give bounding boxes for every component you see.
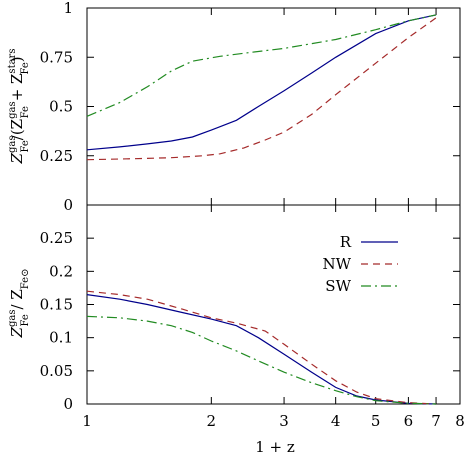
- top-ytick-label: 1: [63, 0, 73, 17]
- legend-label-r: R: [340, 233, 352, 251]
- bottom-series-r: [86, 294, 437, 405]
- top-series-nw: [86, 17, 437, 161]
- xtick-label: 5: [371, 412, 381, 430]
- x-axis-label: 1 + z: [255, 438, 295, 456]
- legend-label-sw: SW: [325, 277, 351, 295]
- legend-label-nw: NW: [322, 255, 351, 273]
- xtick-label: 6: [404, 412, 414, 430]
- xtick-label: 8: [455, 412, 465, 430]
- top-series-r: [86, 14, 437, 151]
- bottom-frame: [86, 204, 461, 405]
- top-ytick-label: 0.25: [40, 147, 73, 165]
- bottom-ylabel: Zgas Fe / ZFe⊙: [7, 269, 31, 339]
- bottom-series-nw: [86, 290, 437, 405]
- top-panel: 0 0.25 0.5 0.75 1: [40, 0, 461, 214]
- xtick-label: 2: [207, 412, 217, 430]
- top-frame: [86, 7, 461, 206]
- xtick-label: 1: [82, 412, 92, 430]
- xtick-label: 7: [431, 412, 441, 430]
- bottom-ytick-label: 0.2: [49, 262, 73, 280]
- top-series-sw: [86, 14, 437, 117]
- bottom-ytick-label: 0.05: [40, 362, 73, 380]
- top-ytick-label: 0.75: [40, 48, 73, 66]
- top-ylabel: Zgas Fe/(Zgas Fe + Zstars Fe): [7, 49, 31, 165]
- bottom-series-sw: [86, 315, 437, 405]
- top-ytick-label: 0: [63, 196, 73, 214]
- xtick-label: 3: [279, 412, 289, 430]
- bottom-panel: 0 0.05 0.1 0.15 0.2 0.25 1 2 3 4 5 6 7 8 R NW SW: [40, 204, 465, 430]
- bottom-ytick-label: 0.25: [40, 229, 73, 247]
- bottom-ytick-label: 0: [63, 395, 73, 413]
- top-ytick-label: 0.5: [49, 98, 73, 116]
- bottom-ytick-label: 0.15: [40, 296, 73, 314]
- xtick-label: 4: [331, 412, 341, 430]
- bottom-ytick-label: 0.1: [49, 329, 73, 347]
